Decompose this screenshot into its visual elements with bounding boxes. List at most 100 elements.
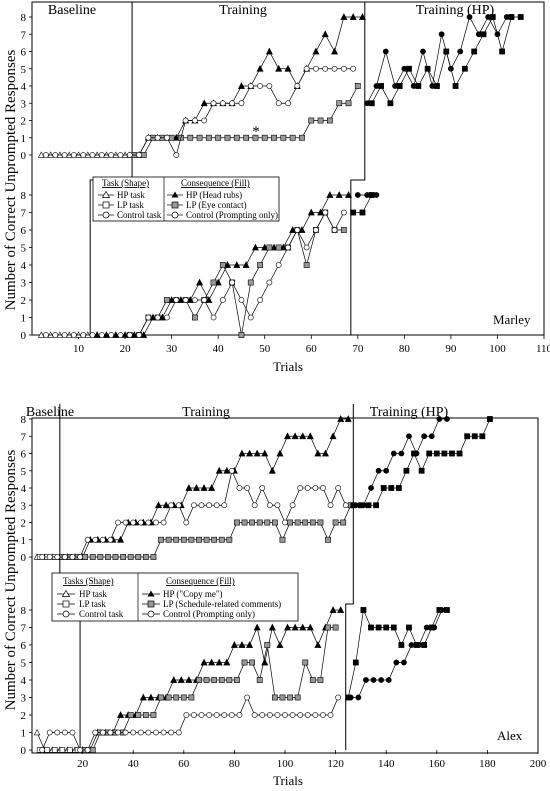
data-point-circle [206, 712, 212, 718]
data-point-filled-square [428, 624, 435, 631]
data-point-triangle [185, 484, 193, 491]
y-tick-label: 1 [21, 728, 27, 740]
data-point-triangle [185, 676, 193, 683]
data-point-circle [327, 712, 334, 718]
data-point-filled-square [415, 83, 422, 89]
data-point-filled-square [443, 48, 450, 55]
data-point-filled-square [375, 624, 382, 631]
data-point-triangle [265, 47, 273, 55]
data-point-circle [92, 536, 99, 543]
data-point-filled-square [426, 450, 433, 457]
data-point-circle [198, 712, 205, 718]
data-point-filled-square [433, 450, 440, 457]
y-tick-label: 5 [21, 64, 27, 76]
legend-box [92, 176, 280, 222]
data-point-triangle [268, 623, 276, 631]
data-point-circle [136, 152, 142, 158]
data-point-square [192, 314, 198, 321]
data-point-filled-circle [355, 694, 362, 701]
data-point-circle [54, 729, 61, 736]
data-point-square [135, 712, 142, 718]
data-point-square [247, 279, 254, 286]
data-point-triangle [200, 658, 208, 666]
x-tick-label: 30 [166, 343, 178, 355]
data-point-circle [61, 554, 68, 560]
series-square [36, 502, 354, 560]
y-tick-label: 1 [21, 313, 27, 325]
participant-label-marley: Marley [493, 312, 531, 327]
data-point-square [224, 134, 231, 141]
data-point-triangle [117, 535, 125, 543]
data-point-triangle [253, 449, 261, 457]
data-point-filled-circle [375, 467, 382, 474]
y-tick-label: 7 [21, 431, 27, 443]
data-point-circle [115, 729, 121, 736]
data-point-circle [192, 297, 198, 303]
data-point-triangle [246, 641, 254, 648]
data-point-circle [168, 729, 175, 736]
data-point-circle [160, 519, 167, 526]
data-point-circle [115, 519, 121, 526]
data-point-square [234, 519, 240, 526]
data-point-circle [289, 712, 296, 718]
y-tick-label: 8 [21, 12, 27, 24]
legend-control-consequence-marker [147, 610, 155, 618]
data-point-triangle [340, 13, 348, 20]
data-point-triangle [284, 64, 292, 72]
data-point-filled-square [464, 433, 471, 440]
data-point-circle [130, 519, 137, 526]
data-point-circle [331, 227, 338, 233]
data-point-circle [145, 134, 152, 141]
data-point-square [354, 83, 361, 89]
data-point-square [127, 712, 134, 718]
data-point-triangle [326, 191, 334, 198]
data-point-triangle [147, 693, 155, 701]
x-axis-title: Trials [273, 359, 303, 374]
data-point-circle [210, 314, 217, 321]
data-point-triangle [215, 658, 223, 666]
data-point-filled-square [508, 14, 515, 20]
data-point-circle [282, 519, 288, 526]
data-point-square [243, 134, 250, 141]
data-point-filled-square [373, 502, 379, 509]
data-point-square [317, 519, 324, 526]
y-tick-label: 0 [21, 330, 27, 342]
data-point-filled-circle [406, 433, 412, 440]
data-point-circle [43, 152, 49, 158]
data-point-circle [69, 729, 76, 736]
data-point-circle [191, 502, 197, 509]
data-point-filled-square [378, 83, 384, 89]
data-point-circle [228, 467, 235, 474]
data-point-triangle [275, 64, 283, 72]
data-point-square [264, 519, 271, 526]
data-point-circle [173, 297, 180, 303]
data-point-circle [303, 65, 310, 72]
data-point-filled-circle [378, 677, 385, 683]
x-tick-label: 160 [429, 758, 446, 770]
data-point-triangle [251, 243, 259, 251]
x-tick-label: 60 [306, 343, 318, 355]
legend-task-title: Task (Shape) [102, 178, 149, 188]
data-point-square [89, 747, 96, 753]
legend-alex: Tasks (Shape) HP task LP task Control ta… [51, 572, 299, 622]
data-point-circle [213, 502, 220, 509]
y-tick-label: 2 [21, 518, 27, 530]
data-point-filled-square [424, 65, 431, 72]
data-point-circle [84, 536, 91, 543]
data-point-circle [312, 485, 319, 491]
data-point-square [308, 117, 315, 124]
data-point-triangle [358, 13, 366, 20]
data-point-square [266, 244, 273, 251]
data-point-circle [98, 332, 105, 338]
data-point-circle [312, 712, 319, 718]
data-point-circle [183, 519, 190, 526]
series-line [355, 418, 447, 506]
data-point-open-square [67, 747, 73, 753]
data-point-circle [130, 729, 137, 736]
series-line [129, 211, 344, 336]
data-point-circle [61, 332, 68, 338]
y-tick-label: 8 [21, 414, 27, 426]
data-point-square [142, 712, 149, 718]
data-point-square [112, 554, 119, 560]
data-point-filled-square [449, 450, 455, 457]
